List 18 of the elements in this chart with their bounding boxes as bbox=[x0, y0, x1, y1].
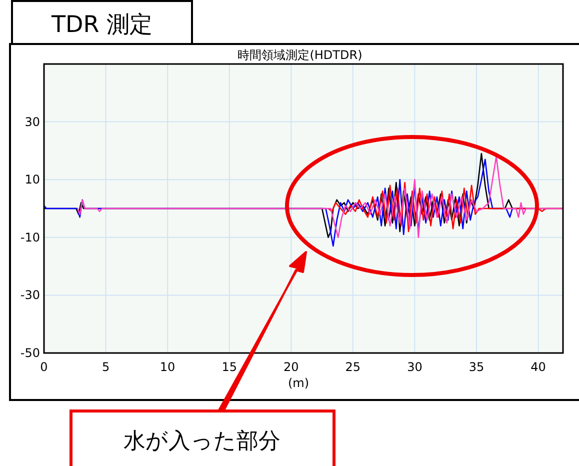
text: 水が入った部分 bbox=[124, 429, 280, 454]
x-tick-label: 5 bbox=[102, 360, 110, 374]
y-tick-label: -50 bbox=[20, 346, 40, 360]
x-tick-label: 30 bbox=[407, 360, 422, 374]
x-tick-label: 25 bbox=[345, 360, 361, 374]
x-tick-label: 35 bbox=[468, 360, 484, 374]
x-tick-label: 40 bbox=[530, 360, 546, 374]
y-tick-label: -10 bbox=[20, 230, 40, 244]
x-axis-title: (m) bbox=[288, 376, 310, 390]
x-tick-label: 0 bbox=[40, 360, 48, 374]
text: TDR 測定 bbox=[50, 12, 153, 38]
y-tick-label: 10 bbox=[24, 172, 40, 187]
x-tick-label: 20 bbox=[284, 360, 299, 374]
y-tick-label: -30 bbox=[20, 288, 40, 302]
y-tick-label: 30 bbox=[24, 114, 40, 129]
x-tick-label: 15 bbox=[222, 360, 237, 374]
x-tick-label: 10 bbox=[160, 360, 176, 374]
chart-title: 時間領域測定(HDTDR) bbox=[238, 48, 362, 62]
